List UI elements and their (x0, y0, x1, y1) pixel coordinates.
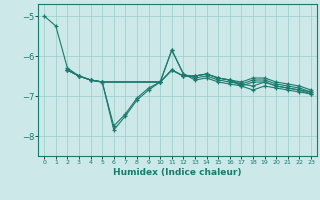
X-axis label: Humidex (Indice chaleur): Humidex (Indice chaleur) (113, 168, 242, 177)
